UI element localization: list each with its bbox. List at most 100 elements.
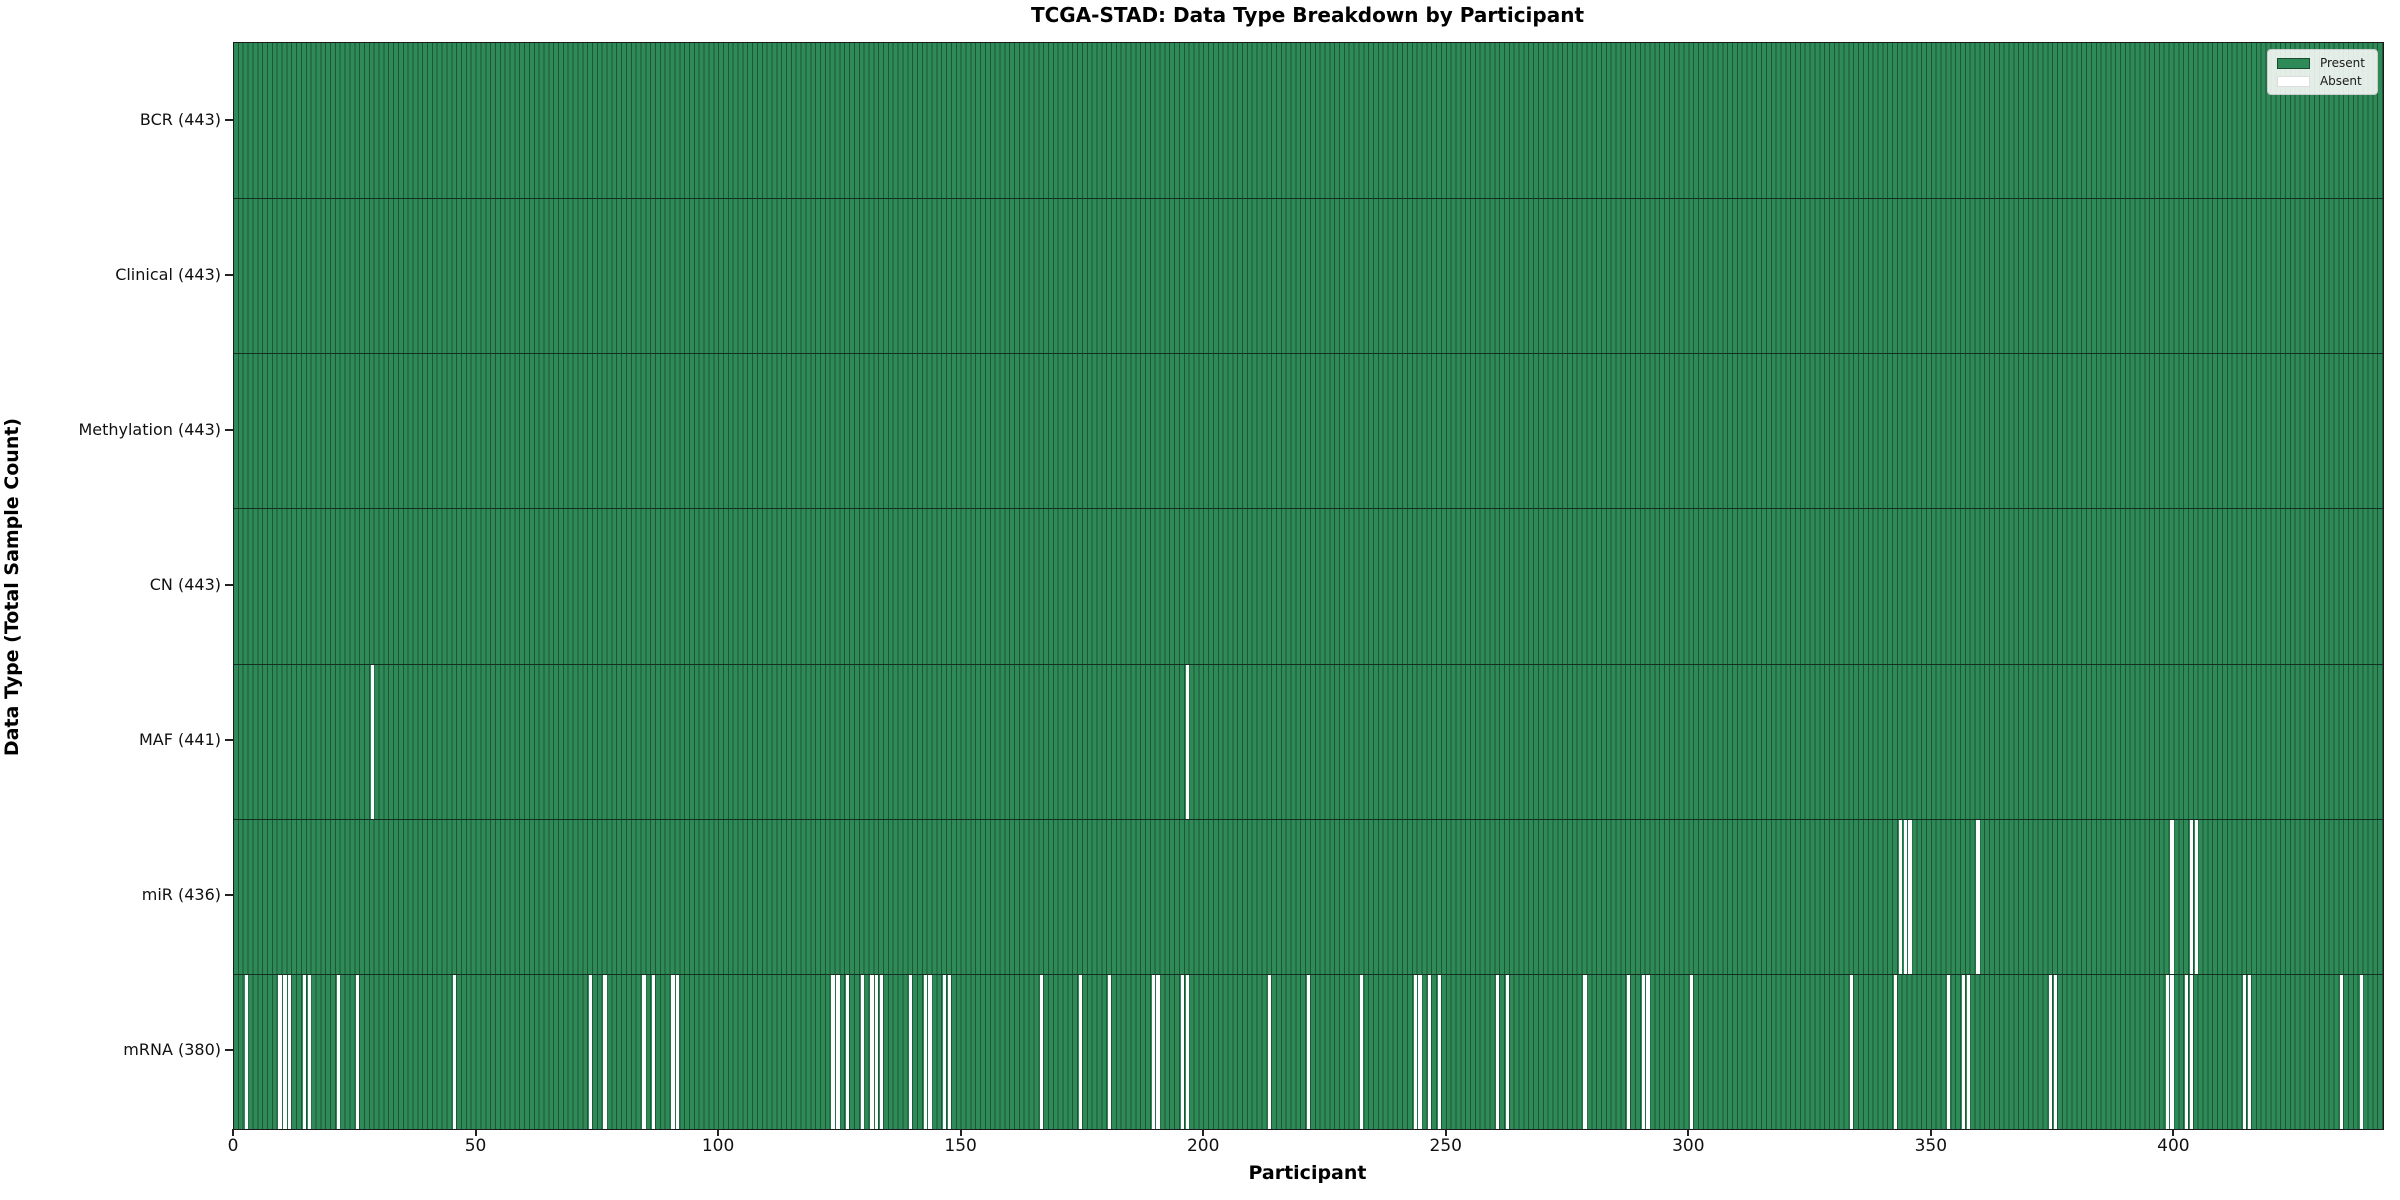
absent-bar-mrna-76 — [603, 974, 607, 1129]
absent-bar-mir-343 — [1898, 819, 1902, 974]
ytick-mark — [225, 428, 233, 431]
absent-bar-mrna-10 — [283, 974, 287, 1129]
absent-bar-mrna-147 — [947, 974, 952, 1129]
absent-bar-mrna-232 — [1360, 974, 1364, 1129]
absent-bar-maf-196 — [1185, 664, 1189, 819]
absent-bar-mrna-143 — [928, 974, 932, 1129]
absent-bar-mrna-132 — [875, 974, 879, 1129]
xtick-mark — [717, 1129, 720, 1136]
absent-bar-mrna-415 — [2247, 974, 2252, 1129]
xtick-mark — [1444, 1129, 1447, 1136]
absent-bar-mrna-166 — [1040, 974, 1044, 1129]
absent-bar-mrna-357 — [1966, 974, 1970, 1129]
absent-bar-mrna-190 — [1156, 974, 1160, 1129]
chart-title: TCGA-STAD: Data Type Breakdown by Partic… — [1030, 3, 1585, 27]
absent-bar-mir-404 — [2194, 819, 2198, 974]
ytick-mark — [225, 584, 233, 586]
y-axis-title: Data Type (Total Sample Count) — [1, 417, 23, 757]
absent-bar-mrna-414 — [2243, 974, 2247, 1129]
absent-bar-mrna-246 — [1428, 974, 1432, 1129]
absent-bar-mrna-248 — [1437, 974, 1442, 1129]
absent-bar-mrna-438 — [2359, 974, 2363, 1129]
absent-bar-mrna-86 — [651, 974, 656, 1129]
absent-bar-mrna-21 — [336, 974, 340, 1129]
ytick-label-bcr: BCR (443) — [139, 109, 221, 129]
absent-bar-mrna-213 — [1268, 974, 1272, 1129]
xtick-mark — [474, 1129, 477, 1136]
legend-entry-present: Present — [2276, 57, 2365, 69]
legend: Present Absent — [2266, 49, 2378, 95]
ytick-label-mrna: mRNA (380) — [123, 1040, 221, 1060]
row-mir — [234, 818, 2383, 974]
absent-bar-mrna-287 — [1627, 974, 1631, 1129]
absent-bar-mrna-129 — [860, 974, 864, 1129]
present-swatch — [2276, 57, 2310, 69]
absent-bar-mrna-11 — [288, 974, 292, 1129]
absent-bar-mrna-195 — [1180, 974, 1184, 1129]
absent-bar-mrna-91 — [676, 974, 680, 1129]
x-axis-title: Participant — [1248, 1162, 1367, 1184]
absent-bar-mrna-73 — [588, 974, 593, 1129]
row-methylation — [234, 353, 2383, 509]
absent-bar-mrna-353 — [1947, 974, 1951, 1129]
ytick-label-cn: CN (443) — [149, 575, 221, 594]
legend-label-absent: Absent — [2319, 74, 2362, 88]
absent-swatch — [2276, 75, 2310, 87]
row-bcr — [234, 43, 2383, 199]
xtick-label-200: 200 — [1186, 1136, 1220, 1156]
absent-bar-mrna-2 — [244, 974, 248, 1129]
absent-bar-mrna-356 — [1961, 974, 1965, 1129]
xtick-mark — [1929, 1129, 1932, 1136]
ytick-label-methylation: Methylation (443) — [78, 419, 221, 439]
absent-bar-mrna-300 — [1690, 974, 1694, 1129]
xtick-label-50: 50 — [464, 1136, 487, 1156]
absent-bar-mrna-9 — [278, 974, 282, 1129]
row-cn — [234, 508, 2383, 664]
absent-bar-mrna-139 — [909, 974, 913, 1129]
absent-bar-mrna-374 — [2049, 974, 2053, 1129]
ytick-label-clinical: Clinical (443) — [115, 264, 221, 284]
absent-bar-mrna-342 — [1893, 974, 1898, 1129]
ytick-mark — [225, 739, 233, 742]
absent-bar-mrna-25 — [356, 974, 360, 1129]
absent-bar-mrna-189 — [1151, 974, 1155, 1129]
absent-bar-mrna-146 — [943, 974, 947, 1129]
absent-bar-mir-403 — [2189, 819, 2193, 974]
xtick-mark — [959, 1129, 962, 1136]
absent-bar-mrna-180 — [1107, 974, 1112, 1129]
xtick-label-400: 400 — [2157, 1136, 2190, 1156]
ytick-mark — [225, 1049, 233, 1052]
ytick-mark — [225, 273, 233, 276]
xtick-label-350: 350 — [1914, 1136, 1948, 1156]
absent-bar-mrna-434 — [2340, 974, 2344, 1129]
absent-bar-mir-359 — [1976, 819, 1980, 974]
absent-bar-mrna-14 — [302, 974, 306, 1129]
xtick-mark — [2172, 1129, 2175, 1136]
xtick-mark — [232, 1129, 234, 1136]
row-mrna — [234, 973, 2383, 1129]
absent-bar-mrna-45 — [453, 974, 457, 1129]
absent-bar-mrna-133 — [879, 974, 884, 1129]
ytick-mark — [225, 894, 233, 897]
absent-bar-mrna-402 — [2184, 974, 2189, 1129]
absent-bar-mrna-375 — [2053, 974, 2058, 1129]
xtick-label-0: 0 — [227, 1136, 239, 1156]
absent-bar-mir-399 — [2170, 819, 2174, 974]
absent-bar-mrna-174 — [1078, 974, 1083, 1129]
absent-bar-mrna-262 — [1505, 974, 1510, 1129]
absent-bar-mrna-123 — [831, 974, 835, 1129]
xtick-label-250: 250 — [1429, 1136, 1462, 1156]
absent-bar-mrna-333 — [1850, 974, 1854, 1129]
absent-bar-mir-345 — [1908, 819, 1912, 974]
xtick-mark — [1202, 1129, 1205, 1136]
xtick-label-100: 100 — [701, 1136, 735, 1156]
absent-bar-mrna-260 — [1496, 974, 1500, 1129]
absent-bar-mrna-403 — [2189, 974, 2193, 1129]
row-maf — [234, 663, 2383, 819]
xtick-mark — [1687, 1129, 1690, 1136]
absent-bar-mrna-124 — [836, 974, 840, 1129]
absent-bar-mrna-142 — [923, 974, 927, 1129]
absent-bar-mrna-90 — [671, 974, 675, 1129]
ytick-label-mir: miR (436) — [141, 885, 221, 905]
